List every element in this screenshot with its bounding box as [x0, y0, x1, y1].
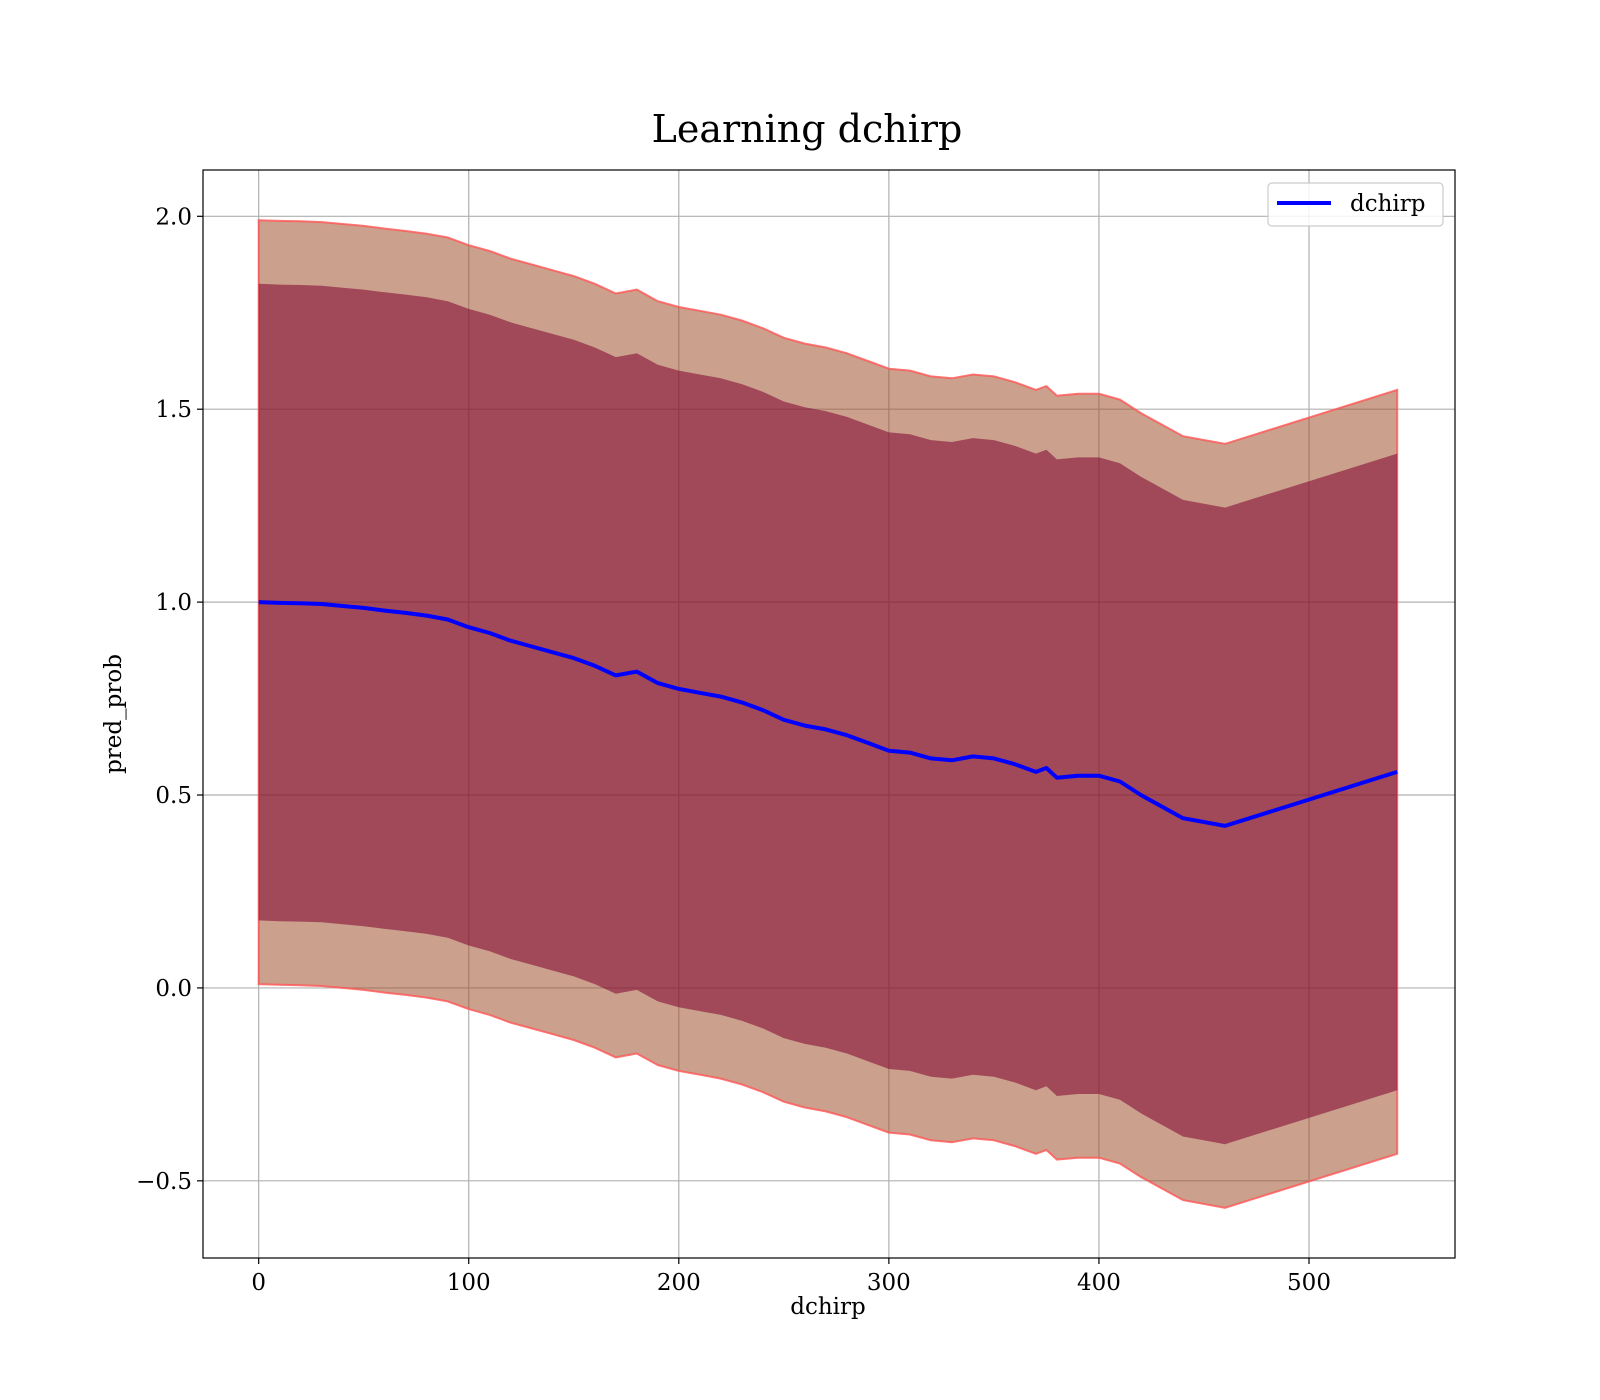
legend-box — [1267, 182, 1444, 227]
x-tick-label: 0 — [251, 1270, 266, 1296]
y-tick-label: 1.0 — [155, 590, 192, 616]
chart-title: Learning dchirp — [652, 107, 963, 151]
y-tick-label: 2.0 — [155, 204, 192, 230]
legend-label-dchirp: dchirp — [1350, 191, 1426, 217]
y-axis-ticks: −0.5 0.0 0.5 1.0 1.5 2.0 — [136, 204, 203, 1195]
y-tick-label: 0.0 — [155, 976, 192, 1002]
x-tick-label: 400 — [1077, 1270, 1121, 1296]
x-tick-label: 100 — [447, 1270, 491, 1296]
y-tick-label: 0.5 — [155, 783, 192, 809]
y-tick-label: −0.5 — [136, 1169, 192, 1195]
confidence-bands — [257, 219, 1399, 1209]
band-inner — [258, 283, 1398, 1145]
x-tick-label: 500 — [1287, 1270, 1331, 1296]
legend: dchirp — [1267, 182, 1444, 227]
series-lines — [258, 600, 1398, 828]
plot-frame — [202, 169, 1456, 1259]
x-axis-label: dchirp — [790, 1294, 866, 1320]
y-tick-label: 1.5 — [155, 397, 192, 423]
x-tick-label: 300 — [867, 1270, 911, 1296]
x-axis-ticks: 0 100 200 300 400 500 — [251, 1258, 1331, 1296]
x-tick-label: 200 — [657, 1270, 701, 1296]
line-dchirp — [258, 600, 1398, 828]
y-axis-label: pred_prob — [101, 654, 127, 774]
